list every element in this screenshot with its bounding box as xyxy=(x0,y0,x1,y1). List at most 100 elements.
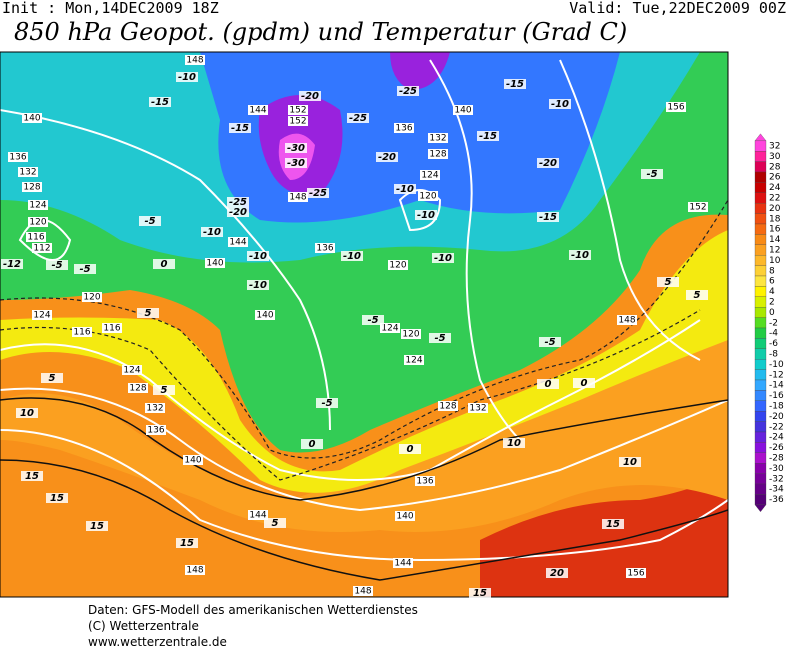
colorbar-label: 8 xyxy=(769,266,775,276)
temperature-label: 5 xyxy=(665,277,672,288)
temperature-label-box xyxy=(686,290,708,300)
geopotential-label-box xyxy=(688,202,708,212)
temperature-label: -5 xyxy=(79,264,90,275)
geopotential-label: 132 xyxy=(429,134,446,144)
temperature-label-box xyxy=(86,521,108,531)
temperature-label-box xyxy=(176,538,198,548)
geopotential-label-box xyxy=(185,55,205,65)
geopotential-label: 144 xyxy=(229,238,246,248)
temperature-label: 0 xyxy=(581,378,588,389)
colorbar-swatch xyxy=(754,171,767,183)
temperature-label: -15 xyxy=(539,212,557,223)
temperature-label-box xyxy=(429,333,451,343)
geopotential-label-box xyxy=(288,105,308,115)
init-time: Init : Mon,14DEC2009 18Z xyxy=(2,0,219,17)
temperature-label: 5 xyxy=(272,518,279,529)
colorbar-swatch xyxy=(754,161,767,173)
colorbar-swatch xyxy=(754,431,767,443)
geopotential-label-box xyxy=(453,105,473,115)
geopotential-label-box xyxy=(395,511,415,521)
colorbar-label: 6 xyxy=(769,277,775,287)
temperature-label-box xyxy=(201,227,223,237)
colorbar-swatch xyxy=(754,452,767,464)
temperature-label: -5 xyxy=(367,315,378,326)
colorbar-label: -10 xyxy=(769,360,784,370)
colorbar-arrow xyxy=(754,504,767,513)
temperature-label: -5 xyxy=(544,337,555,348)
geopotential-label-box xyxy=(428,149,448,159)
colorbar-swatch xyxy=(754,483,767,495)
colorbar-swatch xyxy=(754,348,767,360)
geopotential-label-box xyxy=(128,383,148,393)
temperature-label: -20 xyxy=(378,152,396,163)
colorbar-swatch xyxy=(754,192,767,204)
temperature-label-box xyxy=(153,259,175,269)
colorbar-label: 14 xyxy=(769,235,781,245)
colorbar-label: -36 xyxy=(769,495,784,505)
colorbar-swatch xyxy=(754,140,767,152)
geopotential-label: 136 xyxy=(416,477,433,487)
geopotential-label-box xyxy=(315,243,335,253)
temperature-label: -10 xyxy=(417,210,435,221)
geopotential-label: 156 xyxy=(667,103,684,113)
temperature-label-box xyxy=(546,568,568,578)
colorbar-swatch xyxy=(754,213,767,225)
geopotential-label: 124 xyxy=(123,366,140,376)
temperature-label-box xyxy=(299,91,321,101)
geopotential-label-box xyxy=(404,355,424,365)
geopotential-label-box xyxy=(22,113,42,123)
temperature-label-box xyxy=(285,143,307,153)
geopotential-label-box xyxy=(393,558,413,568)
colorbar-swatch xyxy=(754,255,767,266)
geopotential-label: 124 xyxy=(33,311,50,321)
temperature-label: -5 xyxy=(434,333,445,344)
temperature-label: 5 xyxy=(49,373,56,384)
colorbar-swatch xyxy=(754,473,767,485)
temperature-label: 0 xyxy=(161,259,168,270)
colorbar-label: 30 xyxy=(769,152,781,162)
orange-band xyxy=(0,330,728,532)
temperature-label-box xyxy=(657,277,679,287)
geopotential-label: 120 xyxy=(419,192,436,202)
geopotential-label: 132 xyxy=(19,168,36,178)
colorbar-swatch xyxy=(754,234,767,245)
geopotential-label: 148 xyxy=(618,316,635,326)
temperature-label: -10 xyxy=(551,99,569,110)
geopotential-label-box xyxy=(102,323,122,333)
geopotential-label-box xyxy=(394,123,414,133)
temperature-contours xyxy=(0,199,728,481)
geopotential-label: 128 xyxy=(129,384,146,394)
geopotential-label: 124 xyxy=(421,171,438,181)
temperature-label-box xyxy=(569,250,591,260)
colorbar-label: 12 xyxy=(769,246,780,256)
valid-time: Valid: Tue,22DEC2009 00Z xyxy=(569,0,786,17)
temperature-label-box xyxy=(394,184,416,194)
colorbar-label: 18 xyxy=(769,214,781,224)
colorbar-label: 16 xyxy=(769,225,781,235)
geopotential-label: 140 xyxy=(206,259,223,269)
colorbar-label: -16 xyxy=(769,391,784,401)
geopotential-label: 124 xyxy=(405,356,422,366)
geopotential-label-box xyxy=(248,105,268,115)
geopotential-label-box xyxy=(401,329,421,339)
geopotential-label: 136 xyxy=(147,426,164,436)
colorbar-label: -6 xyxy=(769,339,778,349)
temperature-label: -10 xyxy=(434,253,452,264)
geopotential-label-box xyxy=(428,133,448,143)
temperature-label-box xyxy=(264,518,286,528)
hot-region xyxy=(480,470,728,597)
geopotential-label-box xyxy=(380,323,400,333)
colorbar-label: -14 xyxy=(769,381,784,391)
colorbar-swatch xyxy=(754,244,767,256)
temperature-label-box xyxy=(539,337,561,347)
colorbar-label: -32 xyxy=(769,474,784,484)
geopotential-label: 140 xyxy=(396,512,413,522)
temperature-label-box xyxy=(573,378,595,388)
temperature-label-box xyxy=(46,260,68,270)
geopotential-label: 152 xyxy=(289,106,306,116)
temperature-label: 5 xyxy=(161,385,168,396)
temperature-label: -10 xyxy=(178,72,196,83)
colorbar-label: 2 xyxy=(769,298,775,308)
geopotential-label-box xyxy=(82,292,102,302)
